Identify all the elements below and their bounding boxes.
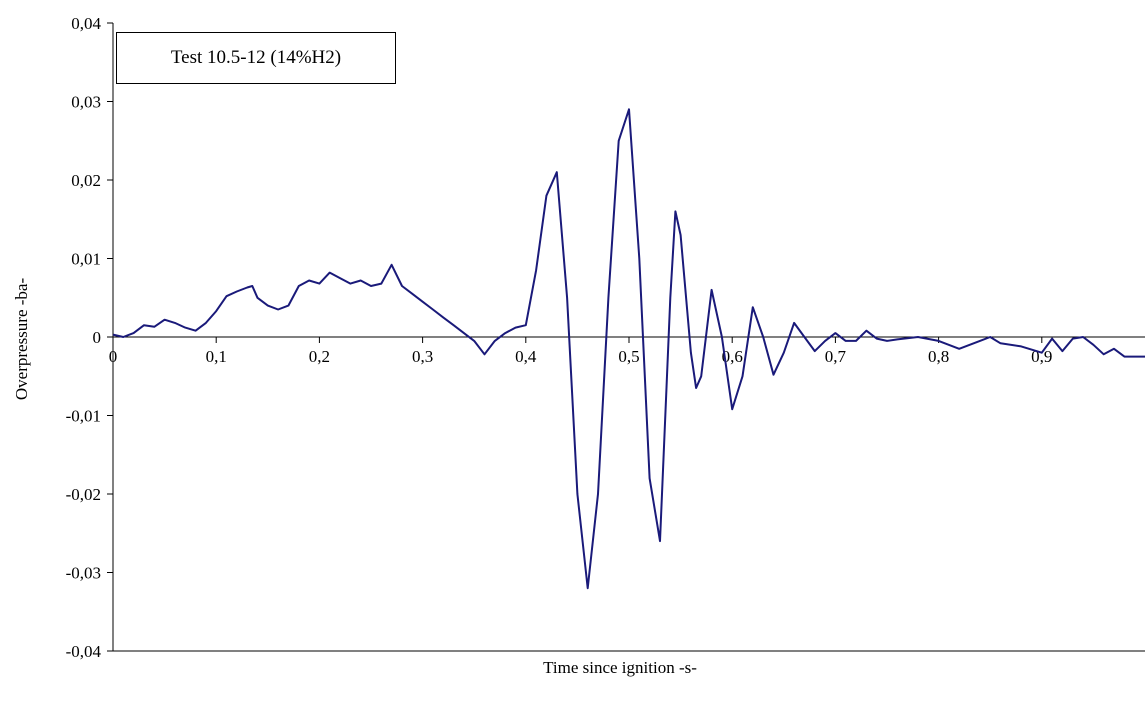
x-tick-label: 0,6 [722,347,743,366]
x-tick-label: 0,3 [412,347,433,366]
y-tick-label: 0,03 [71,93,101,112]
x-axis-title: Time since ignition -s- [543,658,697,677]
legend-text: Test 10.5-12 (14%H2) [170,47,342,68]
x-tick-label: 0,7 [825,347,847,366]
y-tick-label: -0,01 [66,407,101,426]
legend-box: Test 10.5-12 (14%H2) [116,32,396,84]
x-tick-label: 0,5 [618,347,639,366]
x-tick-label: 0,8 [928,347,949,366]
y-tick-label: 0 [93,328,102,347]
y-tick-label: 0,02 [71,171,101,190]
y-tick-label: -0,02 [66,485,101,504]
overpressure-series-line [112,108,1145,590]
y-tick-label: -0,03 [66,564,101,583]
x-tick-label: 0 [109,347,118,366]
x-tick-label: 0,4 [515,347,537,366]
x-tick-label: 0,1 [206,347,227,366]
y-tick-label: 0,01 [71,250,101,269]
y-axis-title: Overpressure -ba- [12,278,31,401]
y-tick-label: -0,04 [66,642,102,661]
x-axis-ticks: 0 0,1 0,2 0,3 0,4 0,5 0,6 0,7 0,8 0,9 [109,337,1052,366]
x-tick-label: 0,2 [309,347,330,366]
y-tick-label: 0,04 [71,14,101,33]
y-axis-ticks: 0,04 0,03 0,02 0,01 0 -0,01 -0,02 -0,03 -0,04 [66,14,113,661]
